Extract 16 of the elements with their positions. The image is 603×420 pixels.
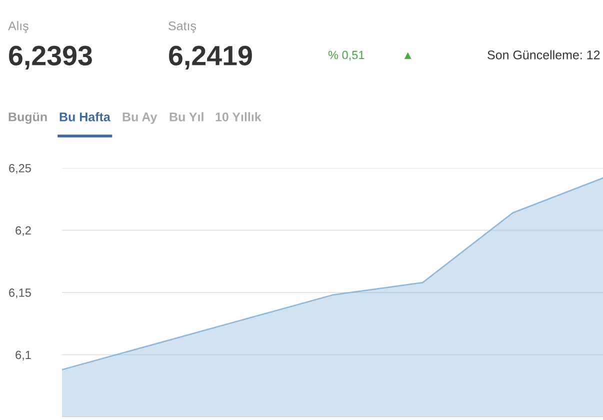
y-tick-label: 6,2 xyxy=(16,226,31,236)
text: Bu Yıl xyxy=(170,112,204,122)
y-tick-label: 6,1 xyxy=(16,350,31,361)
y-tick-label: 6,15 xyxy=(9,288,31,298)
text: Alış xyxy=(8,21,28,33)
text: Satış xyxy=(168,21,196,33)
text: 6,2419 xyxy=(169,46,252,70)
text: ▲ xyxy=(404,52,412,60)
text: Son Güncelleme: 12 xyxy=(488,50,600,60)
text: % 0,51 xyxy=(328,50,364,61)
text: Bu Ay xyxy=(122,112,158,124)
text: Bugün xyxy=(8,112,47,124)
text: Bu Hafta xyxy=(60,112,110,122)
y-tick-label: 6,25 xyxy=(9,164,31,174)
text: 10 Yıllık xyxy=(216,112,262,122)
text: 6,2393 xyxy=(9,46,92,70)
